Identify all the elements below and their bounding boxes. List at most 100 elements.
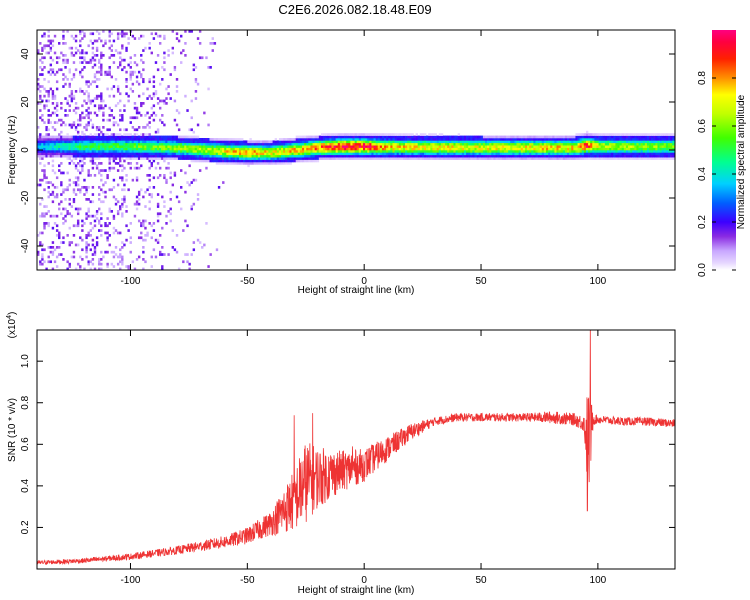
heatmap-cell (91, 214, 95, 218)
heatmap-cell (491, 135, 494, 139)
heatmap-cell (222, 152, 225, 156)
heatmap-cell (447, 142, 450, 146)
heatmap-cell (602, 140, 606, 144)
heatmap-cell (329, 152, 332, 156)
heatmap-cell (510, 150, 513, 153)
heatmap-cell (74, 90, 78, 93)
heatmap-cell (114, 253, 118, 256)
heatmap-cell (152, 138, 156, 141)
heatmap-cell (268, 140, 271, 144)
snr-y-label: SNR (10 * v/v) (7, 398, 18, 462)
heatmap-cell (186, 154, 189, 158)
heatmap-cell (268, 162, 271, 165)
heatmap-cell (306, 135, 309, 139)
heatmap-cell (79, 61, 82, 64)
heatmap-cell (329, 133, 332, 136)
heatmap-cell (125, 154, 128, 158)
heatmap-cell (112, 140, 116, 144)
heatmap-cell (161, 246, 164, 249)
heatmap-cell (381, 150, 385, 153)
heatmap-cell (363, 145, 366, 148)
heatmap-cell (186, 253, 189, 256)
heatmap-cell (506, 142, 509, 146)
heatmap-cell (213, 157, 217, 160)
heatmap-cell (110, 75, 114, 79)
heatmap-cell (180, 61, 183, 64)
heatmap-cell (371, 142, 374, 146)
heatmap-cell (384, 152, 387, 156)
heatmap-cell (297, 157, 301, 160)
heatmap-cell (354, 147, 357, 151)
heatmap-cell (501, 147, 505, 151)
heatmap-cell (51, 102, 55, 105)
heatmap-cell (632, 150, 635, 153)
heatmap-cell (590, 142, 593, 146)
heatmap-cell (476, 140, 479, 144)
heatmap-cell (581, 140, 585, 144)
heatmap-cell (93, 75, 97, 79)
heatmap-cell (182, 142, 185, 146)
heatmap-cell (535, 145, 538, 148)
heatmap-cell (409, 147, 412, 151)
heatmap-cell (201, 159, 204, 163)
heatmap-cell (655, 150, 658, 153)
heatmap-cell (447, 135, 450, 139)
heatmap-cell (104, 104, 107, 108)
heatmap-cell (649, 135, 652, 139)
heatmap-cell (238, 154, 242, 158)
heatmap-cell (70, 94, 74, 98)
heatmap-cell (228, 150, 231, 153)
heatmap-cell (348, 140, 351, 144)
heatmap-cell (579, 133, 583, 136)
heatmap-cell (369, 154, 372, 158)
heatmap-cell (49, 87, 53, 91)
heatmap-cell (461, 147, 465, 151)
heatmap-cell (119, 128, 122, 132)
heatmap-cell (581, 157, 585, 160)
heatmap-cell (590, 152, 593, 156)
heatmap-cell (463, 142, 467, 146)
heatmap-cell (400, 138, 404, 141)
heatmap-cell (72, 224, 76, 228)
heatmap-cell (211, 49, 214, 52)
heatmap-cell (554, 140, 557, 144)
heatmap-cell (379, 135, 383, 139)
heatmap-cell (116, 212, 120, 216)
heatmap-cell (583, 138, 587, 141)
heatmap-cell (369, 133, 372, 136)
heatmap-cell (41, 135, 44, 139)
heatmap-cell (312, 159, 315, 163)
heatmap-cell (604, 150, 608, 153)
heatmap-cell (455, 154, 458, 158)
heatmap-cell (287, 157, 290, 160)
heatmap-cell (594, 152, 597, 156)
heatmap-cell (116, 157, 120, 160)
heatmap-cell (224, 138, 227, 141)
heatmap-cell (249, 140, 252, 144)
heatmap-cell (567, 140, 570, 144)
heatmap-cell (209, 145, 212, 148)
heatmap-cell (613, 135, 616, 139)
heatmap-cell (499, 152, 503, 156)
heatmap-cell (167, 49, 170, 52)
heatmap-cell (55, 114, 59, 117)
heatmap-cell (188, 150, 191, 153)
heatmap-cell (310, 147, 313, 151)
heatmap-cell (123, 183, 126, 187)
heatmap-cell (621, 142, 625, 146)
heatmap-cell (352, 150, 355, 153)
heatmap-cell (520, 150, 524, 153)
heatmap-cell (415, 152, 418, 156)
heatmap-cell (339, 154, 343, 158)
heatmap-cell (535, 147, 538, 151)
heatmap-cell (268, 142, 271, 146)
heatmap-cell (539, 157, 543, 160)
heatmap-cell (592, 138, 595, 141)
heatmap-cell (280, 157, 284, 160)
heatmap-cell (211, 159, 214, 163)
heatmap-cell (131, 116, 135, 120)
heatmap-cell (150, 195, 153, 199)
heatmap-cell (146, 138, 149, 141)
heatmap-cell (163, 200, 166, 204)
heatmap-cell (541, 150, 545, 153)
